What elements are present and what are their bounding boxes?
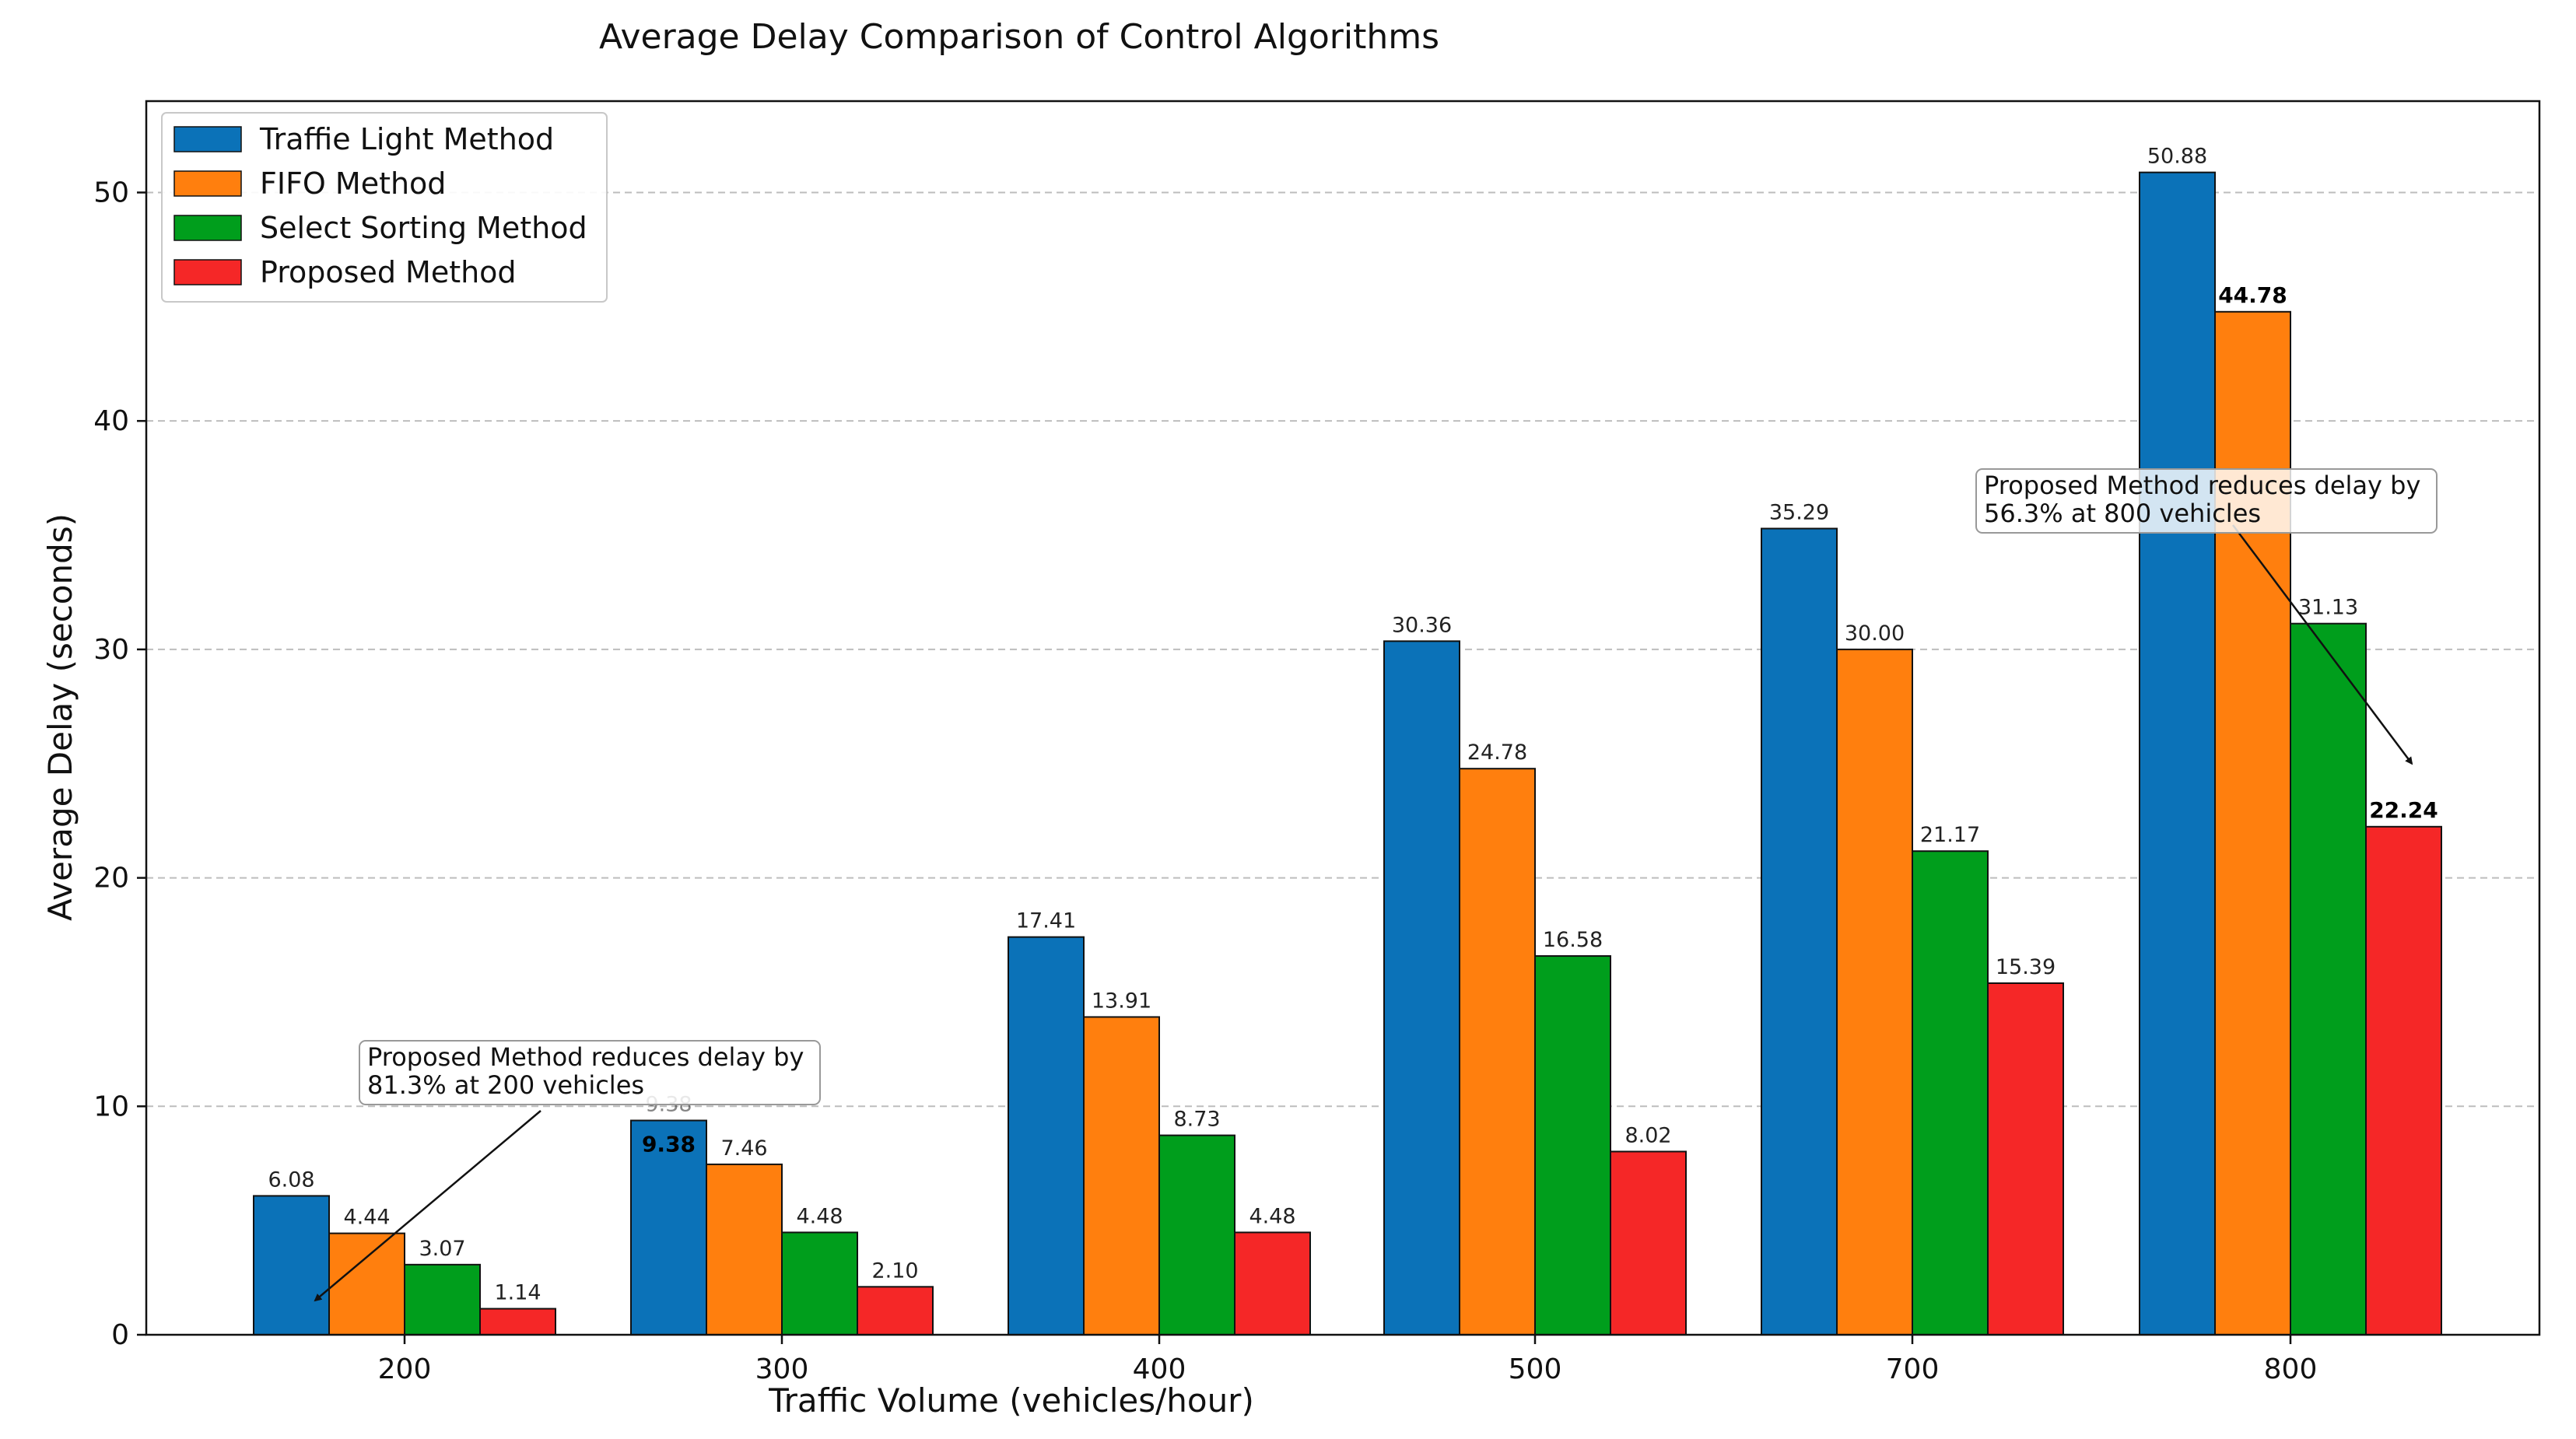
bar xyxy=(1008,936,1085,1336)
annotation-text: Proposed Method reduces delay by xyxy=(1984,471,2420,500)
value-label: 44.78 xyxy=(2218,282,2287,308)
bar xyxy=(404,1263,481,1336)
bar xyxy=(479,1308,556,1336)
value-label: 4.48 xyxy=(1249,1204,1295,1228)
legend-label: Select Sorting Method xyxy=(260,211,587,245)
legend-swatch xyxy=(173,126,242,152)
x-tick-label: 700 xyxy=(1886,1353,1940,1385)
y-tick-label: 0 xyxy=(111,1319,129,1351)
legend-label: FIFO Method xyxy=(260,166,446,201)
x-tick-label: 300 xyxy=(755,1353,809,1385)
value-label: 2.10 xyxy=(871,1259,918,1283)
legend-swatch xyxy=(173,170,242,197)
y-tick-label: 20 xyxy=(93,863,129,895)
legend-label: Proposed Method xyxy=(260,255,517,289)
value-label: 15.39 xyxy=(1996,955,2056,979)
x-tick-label: 500 xyxy=(1509,1353,1562,1385)
bar xyxy=(1761,527,1838,1336)
value-label: 4.44 xyxy=(343,1206,390,1230)
annotation-arrow xyxy=(314,1110,541,1302)
bar xyxy=(1912,850,1989,1336)
bar xyxy=(1459,768,1536,1336)
bar xyxy=(2214,310,2291,1336)
legend-swatch xyxy=(173,215,242,241)
value-label: 4.48 xyxy=(796,1204,843,1228)
y-tick-label: 10 xyxy=(93,1091,129,1122)
annotation-text: 56.3% at 800 vehicles xyxy=(1984,499,2261,528)
x-axis-label: Traffic Volume (vehicles/hour) xyxy=(768,1381,1254,1420)
value-label: 1.14 xyxy=(494,1281,541,1305)
legend-swatch xyxy=(173,259,242,285)
value-label: 24.78 xyxy=(1467,741,1527,765)
annotation-box xyxy=(1975,468,2438,534)
bar xyxy=(1987,982,2064,1336)
legend-label: Traffie Light Method xyxy=(259,122,554,156)
annotation-arrow xyxy=(2231,524,2413,765)
value-label: 6.08 xyxy=(268,1168,314,1192)
bar xyxy=(630,1119,707,1336)
bar xyxy=(1158,1134,1235,1336)
x-tick-label: 800 xyxy=(2264,1353,2318,1385)
bars xyxy=(253,171,2442,1336)
legend-box xyxy=(161,112,608,303)
bar xyxy=(1610,1150,1687,1336)
annotation-text: 81.3% at 200 vehicles xyxy=(367,1070,644,1100)
plot-frame xyxy=(145,100,2541,1336)
value-label: 3.07 xyxy=(419,1237,465,1261)
value-label: 16.58 xyxy=(1543,928,1603,952)
value-label: 30.36 xyxy=(1392,613,1452,637)
y-tick-label: 30 xyxy=(93,634,129,666)
value-label: 8.02 xyxy=(1624,1123,1671,1147)
value-label: 30.00 xyxy=(1845,621,1905,646)
legend: Traffie Light Method FIFO Method Select So… xyxy=(161,112,608,303)
value-label: 13.91 xyxy=(1092,989,1151,1013)
bar xyxy=(1836,648,1913,1336)
bar xyxy=(2139,171,2216,1336)
chart-title: Average Delay Comparison of Control Algo… xyxy=(599,17,1439,57)
bar xyxy=(2365,825,2442,1336)
value-label: 50.88 xyxy=(2147,145,2207,169)
value-label: 17.41 xyxy=(1016,909,1076,933)
value-label: 7.46 xyxy=(720,1136,767,1161)
value-label: 8.73 xyxy=(1173,1108,1220,1132)
bar xyxy=(781,1231,858,1336)
value-label: 9.38 xyxy=(642,1132,696,1157)
value-labels: 6.084.443.071.149.389.387.464.482.1017.4… xyxy=(268,145,2438,1305)
bar xyxy=(1534,955,1611,1336)
y-axis-label: Average Delay (seconds) xyxy=(41,513,79,921)
value-label: 21.17 xyxy=(1920,823,1980,847)
bar xyxy=(1383,640,1460,1336)
annotation-box xyxy=(359,1040,821,1105)
value-label: 31.13 xyxy=(2298,596,2358,620)
bar xyxy=(1083,1016,1160,1336)
value-label: 22.24 xyxy=(2369,797,2438,823)
y-tick-label: 50 xyxy=(93,177,129,208)
annotation-text: Proposed Method reduces delay by xyxy=(367,1042,804,1072)
axis-ticks: 0 10 20 30 40 50 200 300 400 500 700 800 xyxy=(93,177,2317,1385)
bar xyxy=(706,1163,783,1336)
gridlines xyxy=(146,191,2539,1108)
bar xyxy=(253,1195,330,1336)
bar xyxy=(2290,622,2367,1336)
value-label: 35.29 xyxy=(1769,501,1829,525)
y-tick-label: 40 xyxy=(93,405,129,437)
bar xyxy=(857,1286,934,1336)
x-tick-label: 200 xyxy=(378,1353,432,1385)
bar xyxy=(328,1232,405,1336)
x-tick-label: 400 xyxy=(1133,1353,1186,1385)
bar xyxy=(1234,1231,1311,1336)
